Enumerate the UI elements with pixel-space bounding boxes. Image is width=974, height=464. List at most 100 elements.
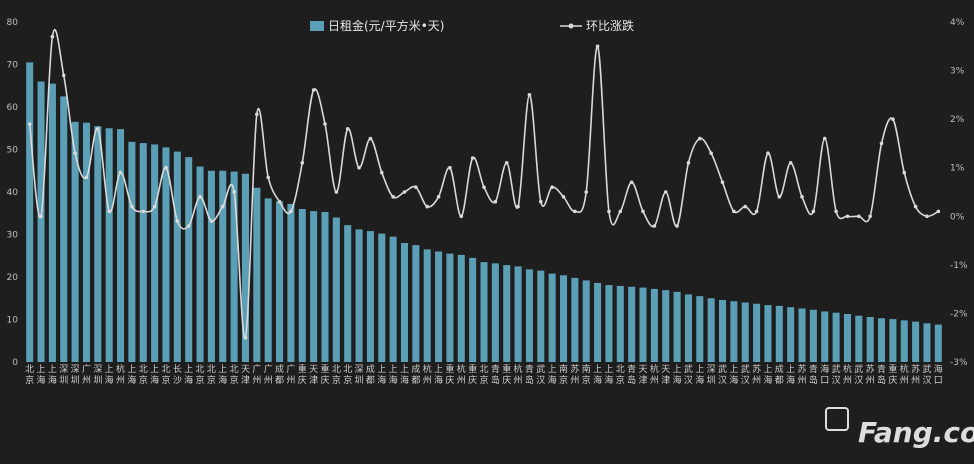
pct-change-point [641,209,645,214]
category-label: 武汉 [741,363,750,386]
pct-change-point [811,209,816,214]
category-label: 深圳 [707,364,716,386]
rent-bar [571,277,579,362]
rent-bar [491,263,499,362]
rent-bar [559,275,568,362]
pct-change-point [141,209,146,214]
rent-bar [730,301,738,362]
category-label: 苏州 [798,363,807,386]
pct-change-point [391,195,395,199]
category-label: 天津 [661,365,670,386]
rent-bar [162,147,170,363]
category-label: 天津 [639,365,648,386]
rent-bar [616,285,624,362]
rent-bar [866,316,874,362]
category-label: 武汉 [854,363,863,386]
pct-change-point [300,161,305,165]
pct-change-point [27,122,32,126]
rent-bar [503,265,511,362]
pct-change-point [414,185,418,189]
rent-bar [787,307,795,362]
y-left-tick-label: 80 [7,18,19,28]
category-label: 上海 [400,364,409,386]
rent-bar [878,318,886,362]
rent-bar [48,83,56,363]
y-right-tick-label: -2% [950,309,968,319]
pct-change-point [891,117,895,121]
watermark-logo-icon [825,407,849,431]
rent-bar [594,282,602,362]
pct-change-point [277,199,282,204]
category-label: 上海 [593,364,602,386]
category-label: 上海 [695,364,704,386]
category-label: 苏州 [911,363,920,386]
category-label: 海口 [934,363,943,386]
rent-bar [650,288,658,362]
category-label: 深圳 [71,364,80,386]
rent-bar [355,229,363,362]
pct-change-point [198,195,202,199]
category-label: 重庆 [888,363,897,386]
rent-bar [832,312,840,362]
rent-bar [207,170,215,362]
y-left-tick-label: 60 [7,103,19,113]
y-left-tick-label: 10 [7,316,19,326]
rent-bar [196,166,204,362]
rent-bar [934,324,942,362]
pct-change-point [868,214,872,219]
category-label: 武汉 [536,363,545,386]
rent-bar [400,243,409,362]
rent-bar [276,201,284,362]
rent-bar [60,96,68,363]
rent-bar [696,296,704,363]
rent-bar [412,245,420,363]
category-label: 上海 [150,364,159,386]
pct-change-point [538,199,543,204]
rent-bar [525,269,533,362]
rent-bar [798,308,806,362]
pct-change-point [334,190,339,194]
rent-bar [287,203,295,362]
rent-bar [605,285,613,362]
category-label: 天津 [309,365,318,386]
watermark: Fang.com [825,407,974,449]
category-label: 成都 [411,363,420,386]
pct-change-point [879,141,884,146]
rent-bar [809,309,817,362]
y-right-tick-label: -3% [950,358,968,368]
pct-change-point [96,127,100,131]
legend-bar-label: 日租金(元/平方米•天) [328,18,445,33]
rent-bar [469,257,477,363]
category-label: 上海 [377,364,386,386]
category-label: 北京 [343,364,352,386]
category-label: 上海 [604,364,613,386]
pct-change-point [289,209,293,214]
rent-bar [26,62,34,363]
rent-bar [310,211,318,363]
pct-change-point [834,209,838,214]
rent-bar [230,171,238,362]
category-label: 广州 [264,363,273,386]
category-label: 海口 [820,363,829,386]
category-label: 上海 [763,364,772,386]
pct-change-point [504,161,509,165]
category-label: 天津 [241,365,250,386]
category-label: 北京 [196,364,205,386]
pct-change-point [493,199,498,204]
pct-change-point [607,209,611,214]
category-label: 南京 [582,363,591,386]
y-right-tick-label: -1% [950,261,968,271]
pct-change-point [777,195,782,199]
category-label: 苏州 [866,363,875,386]
rent-bar [855,315,863,362]
category-label: 上海 [48,364,57,386]
pct-change-point [243,335,248,340]
pct-change-point [379,170,384,175]
pct-change-point [73,151,77,155]
category-label: 北京 [479,364,488,386]
pct-change-point [255,112,259,117]
pct-change-point [766,151,770,155]
pct-change-point [368,136,373,141]
y-left-tick-label: 50 [7,146,19,156]
